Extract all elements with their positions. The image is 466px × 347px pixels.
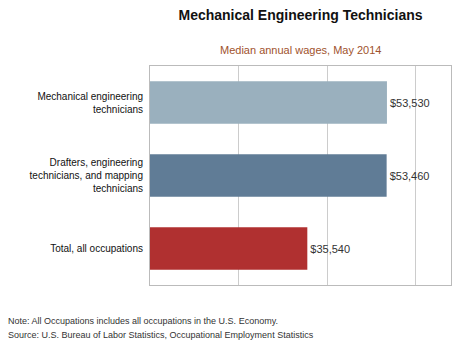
svg-text:Median annual wages, May 2014: Median annual wages, May 2014	[220, 44, 381, 56]
svg-text:Drafters, engineeringtechnicia: Drafters, engineeringtechnicians, and ma…	[30, 157, 143, 194]
svg-text:$53,530: $53,530	[390, 97, 430, 109]
svg-text:Mechanical engineeringtechnici: Mechanical engineeringtechnicians	[37, 91, 143, 115]
svg-text:$53,460: $53,460	[390, 170, 430, 182]
svg-text:Mechanical Engineering Technic: Mechanical Engineering Technicians	[178, 7, 422, 23]
svg-text:Source: U.S. Bureau of Labor S: Source: U.S. Bureau of Labor Statistics,…	[8, 330, 314, 340]
svg-text:$35,540: $35,540	[310, 243, 350, 255]
svg-text:Note: All Occupations includes: Note: All Occupations includes all occup…	[8, 316, 278, 326]
svg-text:Total, all occupations: Total, all occupations	[50, 243, 143, 254]
